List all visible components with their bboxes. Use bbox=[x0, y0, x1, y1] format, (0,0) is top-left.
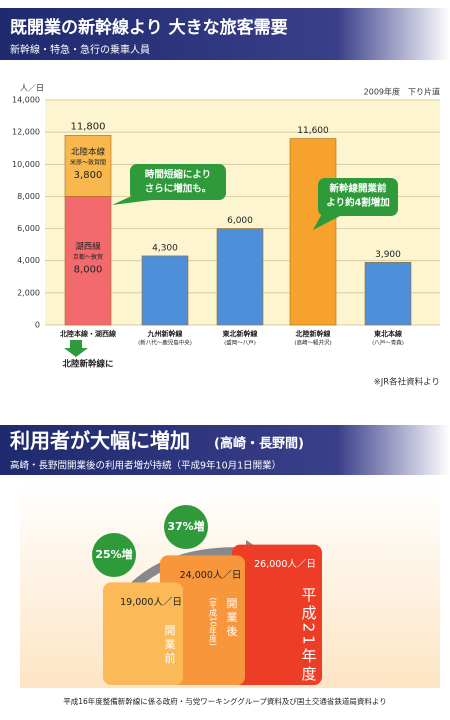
chart-subtitle: 新幹線・特急・急行の乗車人員 bbox=[10, 43, 150, 56]
data-label: 4,300 bbox=[152, 243, 178, 253]
bar bbox=[141, 255, 189, 326]
category-label: 開業後 bbox=[225, 597, 238, 639]
y-tick-label: 8,000 bbox=[17, 192, 40, 201]
annotation: さらに増加も。 bbox=[145, 183, 212, 195]
y-tick-label: 0 bbox=[35, 321, 40, 330]
source: ※JR各社資料より bbox=[374, 377, 440, 388]
data-label: 19,000人／日 bbox=[120, 597, 182, 608]
arrow-note: 北陸新幹線に bbox=[62, 359, 113, 370]
source: 平成16年度整備新幹線に係る政府・与党ワーキンググループ資料及び国土交通省鉄道局… bbox=[63, 696, 387, 706]
y-tick-label: 4,000 bbox=[17, 256, 40, 265]
bar bbox=[216, 228, 264, 326]
x-tick-label: 北陸新幹線 bbox=[296, 329, 331, 338]
y-tick-label: 2,000 bbox=[17, 288, 40, 297]
segment-name: 北陸本線 bbox=[71, 146, 106, 157]
annotation: 新幹線開業前 bbox=[329, 183, 387, 195]
banner bbox=[0, 425, 450, 475]
y-tick-label: 12,000 bbox=[12, 128, 40, 137]
chart-subtitle: 高崎・長野間開業後の利用者増が持続（平成9年10月1日開業） bbox=[10, 460, 281, 472]
bar bbox=[64, 196, 112, 326]
segment-note: 京都〜敦賀 bbox=[73, 253, 103, 261]
chart-title: 利用者が大幅に増加 bbox=[10, 429, 190, 453]
growth-badge bbox=[92, 533, 136, 577]
bar bbox=[103, 582, 183, 685]
data-label: 11,600 bbox=[297, 126, 329, 136]
y-tick-label: 6,000 bbox=[17, 224, 40, 233]
callout bbox=[318, 178, 398, 216]
data-label: 24,000人／日 bbox=[180, 570, 242, 581]
x-tick-note: (盛岡〜八戸) bbox=[224, 339, 256, 347]
growth-label: 25%増 bbox=[95, 547, 132, 561]
category-note: (平成10年度) bbox=[209, 597, 218, 645]
chart-title-note: (高崎・長野間) bbox=[214, 436, 304, 452]
y-tick-label: 14,000 bbox=[12, 96, 40, 105]
x-tick-note: (高崎〜軽井沢) bbox=[294, 339, 331, 347]
bar bbox=[64, 135, 112, 197]
data-label: 8,000 bbox=[74, 265, 103, 276]
x-tick-note: (八戸〜青森) bbox=[372, 339, 404, 347]
growth-badge bbox=[164, 505, 208, 549]
x-tick-note: (新八代〜鹿児島中央) bbox=[138, 339, 192, 347]
x-tick-label: 北陸本線・湖西線 bbox=[60, 329, 116, 338]
x-tick-label: 九州新幹線 bbox=[147, 329, 183, 338]
growth-label: 37%増 bbox=[167, 519, 204, 533]
note: 2009年度 下り片道 bbox=[364, 87, 440, 97]
x-tick-label: 東北新幹線 bbox=[223, 329, 258, 338]
total-label: 11,800 bbox=[71, 121, 106, 132]
data-label: 6,000 bbox=[227, 216, 253, 226]
annotation: 時間短縮により bbox=[145, 169, 211, 181]
annotation: より約4割増加 bbox=[326, 197, 389, 209]
data-label: 3,800 bbox=[74, 170, 103, 181]
bar bbox=[232, 544, 322, 685]
banner bbox=[0, 8, 450, 60]
bar bbox=[289, 138, 337, 326]
segment-name: 湖西線 bbox=[75, 241, 101, 252]
chart-title: 既開業の新幹線より 大きな旅客需要 bbox=[10, 17, 288, 38]
segment-note: 米原〜敦賀間 bbox=[70, 158, 106, 166]
bar bbox=[364, 262, 412, 326]
y-label: 人／日 bbox=[20, 84, 44, 93]
category-label: 平成21年度 bbox=[300, 587, 318, 684]
data-label: 26,000人／日 bbox=[254, 559, 316, 570]
category-label: 開業前 bbox=[163, 624, 176, 666]
data-label: 3,900 bbox=[375, 250, 401, 260]
callout bbox=[130, 164, 226, 200]
x-tick-label: 東北本線 bbox=[374, 329, 402, 338]
arrow bbox=[64, 340, 88, 357]
y-tick-label: 10,000 bbox=[12, 160, 40, 169]
